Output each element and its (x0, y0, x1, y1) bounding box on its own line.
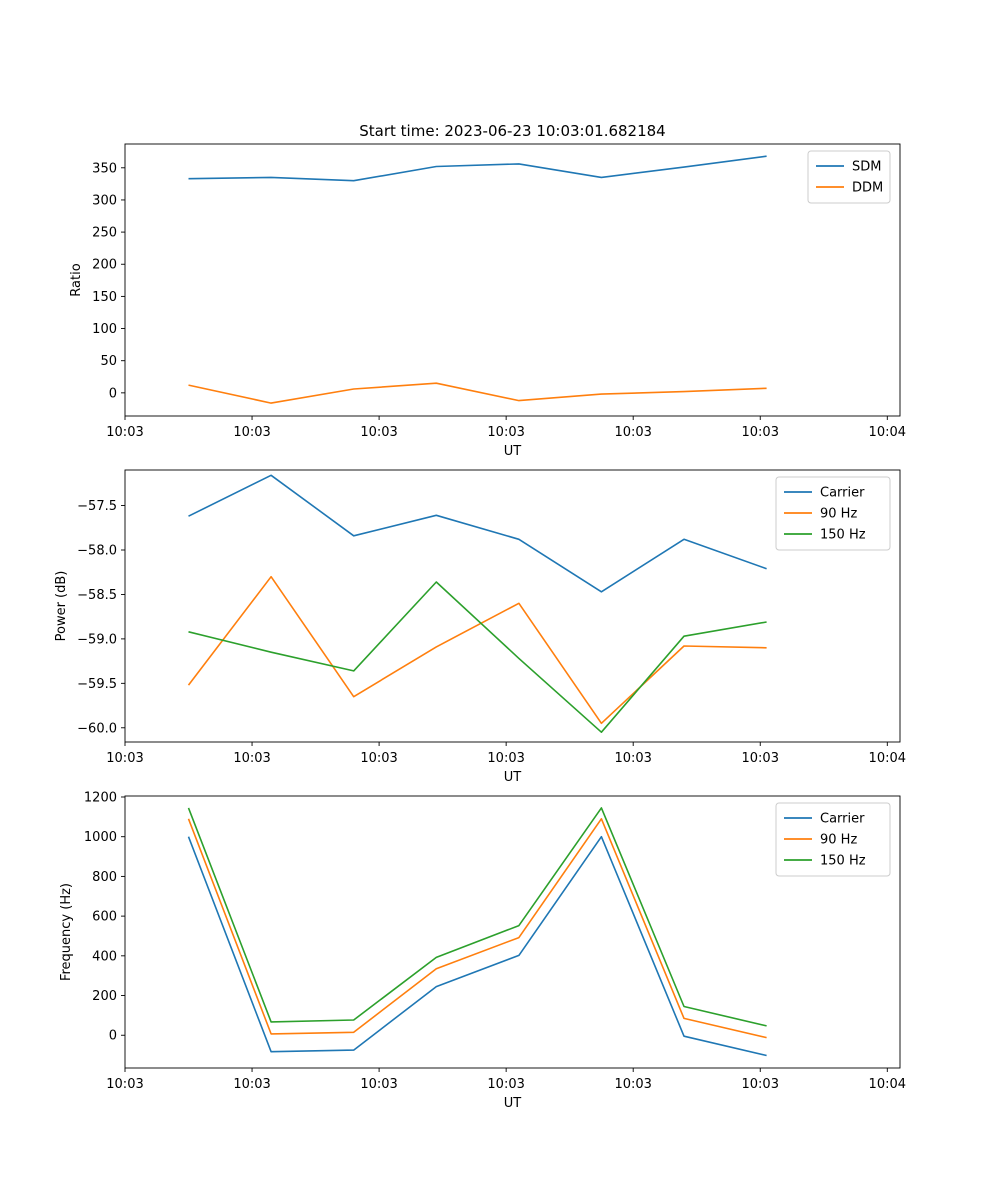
series-line-150-hz (188, 581, 767, 734)
x-tick-label: 10:03 (106, 751, 143, 766)
y-tick-label: 0 (109, 1029, 117, 1044)
x-tick-label: 10:03 (233, 425, 270, 440)
legend-box (775, 476, 891, 551)
series-line-ddm (188, 382, 767, 404)
x-tick-label: 10:03 (614, 425, 651, 440)
x-tick-label: 10:03 (233, 1077, 270, 1092)
series-line-150-hz (187, 807, 767, 1027)
x-tick-label: 10:03 (742, 425, 779, 440)
plot-frame (124, 143, 901, 417)
y-tick-label: −59.5 (77, 677, 117, 692)
x-tick-label: 10:03 (614, 1077, 651, 1092)
legend-box (807, 150, 891, 204)
series-line-carrier (188, 474, 767, 593)
x-tick-label: 10:03 (742, 1077, 779, 1092)
y-tick-label: 50 (100, 354, 117, 369)
x-tick-label: 10:03 (360, 1077, 397, 1092)
x-axis-label: UT (504, 770, 522, 785)
y-tick-label: −58.5 (77, 588, 117, 603)
y-tick-label: 0 (109, 386, 117, 401)
legend-entry: SDM (852, 160, 881, 175)
y-tick-label: 800 (92, 870, 117, 885)
chart-title: Start time: 2023-06-23 10:03:01.682184 (359, 122, 665, 140)
y-tick-label: −59.0 (77, 632, 117, 647)
x-tick-label: 10:04 (869, 425, 906, 440)
y-tick-label: 1200 (84, 790, 117, 805)
y-tick-label: 300 (92, 193, 117, 208)
legend: Carrier 90 Hz 150 Hz (775, 802, 891, 877)
legend-entry: 90 Hz (820, 507, 857, 522)
y-axis-label: Power (dB) (54, 571, 69, 642)
y-tick-label: −58.0 (77, 544, 117, 559)
plot-frame (124, 795, 901, 1069)
series-line-90-hz (187, 575, 767, 725)
legend-entry: 150 Hz (820, 854, 866, 869)
subplot-3: 10:03 10:03 10:03 10:03 10:03 10:03 10:04 0 200 4… (59, 790, 906, 1111)
x-tick-label: 10:03 (360, 425, 397, 440)
x-tick-label: 10:03 (742, 751, 779, 766)
legend: Carrier 90 Hz 150 Hz (775, 476, 891, 551)
y-tick-label: 100 (92, 322, 117, 337)
subplot-1: 10:03 10:03 10:03 10:03 10:03 10:03 10:04 0 50 10… (69, 122, 906, 459)
x-tick-label: 10:03 (487, 1077, 524, 1092)
x-axis-label: UT (504, 1096, 522, 1111)
legend-entry: 90 Hz (820, 833, 857, 848)
y-tick-label: 200 (92, 258, 117, 273)
subplot-2: 10:03 10:03 10:03 10:03 10:03 10:03 10:04 −60.0… (54, 469, 906, 785)
x-tick-label: 10:03 (233, 751, 270, 766)
legend-box (775, 802, 891, 877)
y-axis-label: Frequency (Hz) (59, 883, 74, 981)
legend: SDM DDM (807, 150, 891, 204)
y-tick-label: −57.5 (77, 499, 117, 514)
series-line-sdm (188, 155, 767, 182)
legend-entry: 150 Hz (820, 528, 866, 543)
series-line-carrier (187, 835, 767, 1057)
x-tick-label: 10:03 (106, 425, 143, 440)
y-tick-label: −60.0 (77, 721, 117, 736)
y-tick-label: 200 (92, 989, 117, 1004)
x-axis-label: UT (504, 444, 522, 459)
plot-frame (124, 469, 901, 743)
x-tick-label: 10:03 (487, 425, 524, 440)
y-tick-label: 400 (92, 949, 117, 964)
x-tick-label: 10:04 (869, 1077, 906, 1092)
y-axis-label: Ratio (69, 263, 84, 296)
legend-entry: DDM (852, 181, 883, 196)
y-tick-label: 250 (92, 226, 117, 241)
x-tick-label: 10:03 (487, 751, 524, 766)
y-tick-label: 1000 (84, 830, 117, 845)
x-tick-label: 10:03 (614, 751, 651, 766)
legend-entry: Carrier (820, 486, 865, 501)
y-tick-label: 150 (92, 290, 117, 305)
x-tick-label: 10:04 (869, 751, 906, 766)
series-line-90-hz (187, 817, 767, 1039)
x-tick-label: 10:03 (360, 751, 397, 766)
x-tick-label: 10:03 (106, 1077, 143, 1092)
y-tick-label: 350 (92, 161, 117, 176)
legend-entry: Carrier (820, 812, 865, 827)
y-tick-label: 600 (92, 910, 117, 925)
